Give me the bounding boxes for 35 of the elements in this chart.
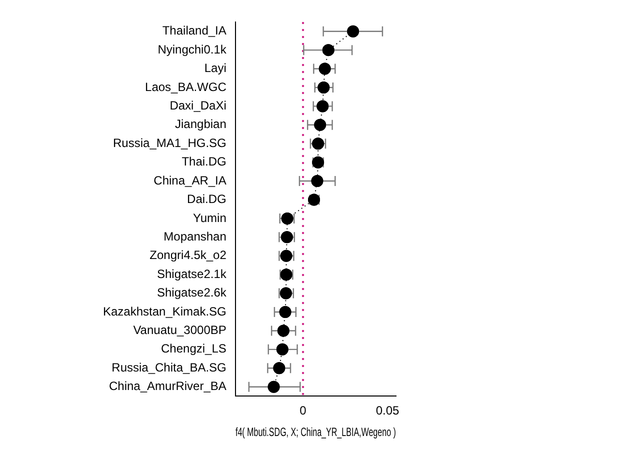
point xyxy=(311,175,324,188)
point xyxy=(347,25,360,38)
y-tick-label: Chengzi_LS xyxy=(161,342,226,356)
point xyxy=(316,100,329,112)
y-tick-label: Mopanshan xyxy=(164,229,226,244)
x-tick-label: 0 xyxy=(300,404,307,418)
point xyxy=(268,380,280,393)
y-tick-label: Thailand_IA xyxy=(162,24,226,38)
y-tick-label: Russia_Chita_BA.SG xyxy=(112,360,226,374)
y-tick-label: Thai.DG xyxy=(182,154,226,169)
point xyxy=(322,44,334,56)
point xyxy=(276,343,288,356)
y-tick-label: Shigatse2.1k xyxy=(157,266,228,281)
y-tick-label: Shigatse2.6k xyxy=(157,286,228,300)
y-tick-label: Vanuatu_3000BP xyxy=(133,323,226,338)
y-tick-label: Jiangbian xyxy=(175,117,226,132)
y-tick-label: China_AmurRiver_BA xyxy=(109,379,226,394)
y-tick-label: Russia_MA1_HG.SG xyxy=(113,136,226,150)
y-tick-label: Daxi_DaXi xyxy=(170,98,226,113)
point xyxy=(277,324,290,337)
x-tick-label: 0.05 xyxy=(376,404,400,418)
y-tick-label: Zongri4.5k_o2 xyxy=(150,248,227,262)
y-tick-label: Nyingchi0.1k xyxy=(158,42,228,56)
point xyxy=(273,362,286,374)
y-tick-label: China_AR_IA xyxy=(154,173,226,188)
point xyxy=(318,81,330,94)
y-tick-label: Yumin xyxy=(193,210,226,225)
y-tick-label: Kazakhstan_Kimak.SG xyxy=(102,304,226,318)
y-tick-label: Dai.DG xyxy=(187,192,226,206)
y-tick-label: Laos_BA.WGC xyxy=(145,80,227,94)
x-axis-title: f4( Mbuti.SDG, X; China_YR_LBIA,Wegeno ) xyxy=(235,426,396,440)
y-tick-label: Layi xyxy=(204,61,226,76)
point xyxy=(318,62,331,75)
point xyxy=(314,118,326,131)
point xyxy=(279,306,292,318)
